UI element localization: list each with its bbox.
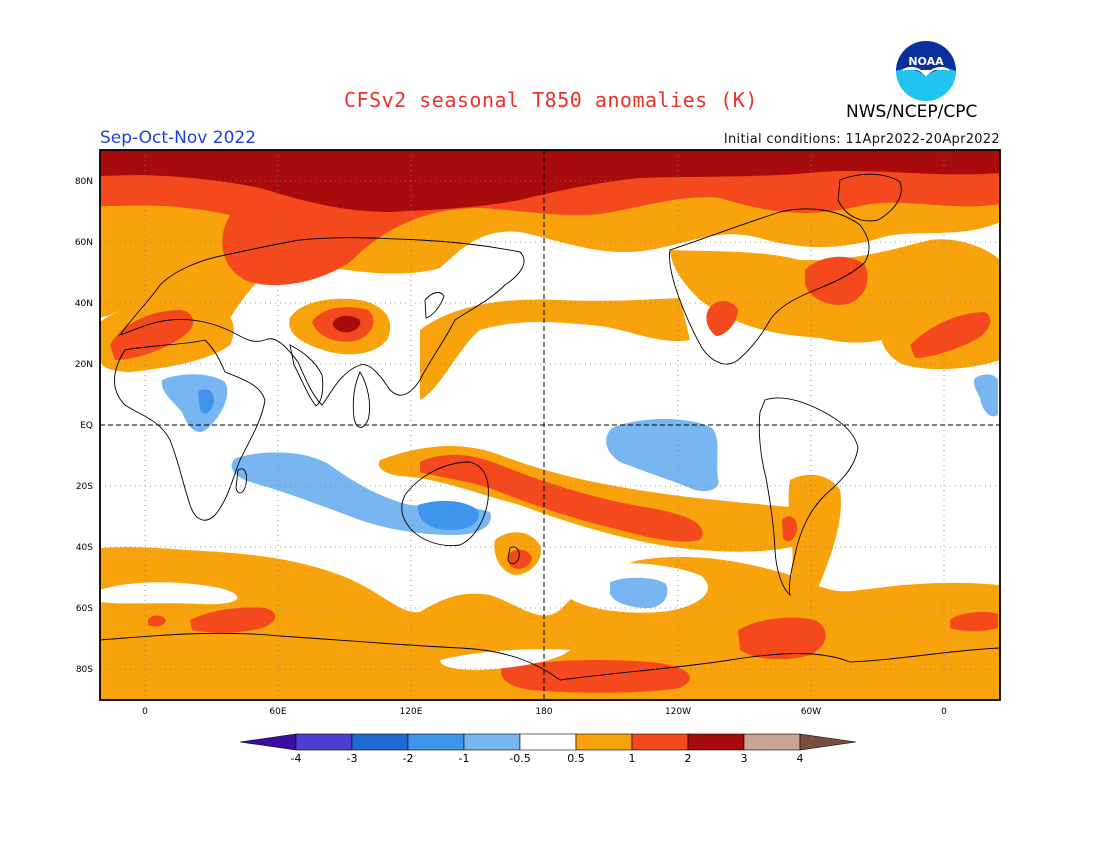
lat-label: 80S [76,665,93,675]
japan-outline [424,292,445,319]
greenland-outline [837,173,902,222]
logo-text: NOAA [908,55,944,68]
organization-label: NWS/NCEP/CPC [846,102,978,122]
lat-label: 60N [75,238,93,248]
southeast-asia-outline [352,371,371,428]
warm-anomaly-southern-ocean-core-4 [950,612,998,631]
lon-label: 180 [535,707,552,717]
lat-label: 80N [75,177,93,187]
warm-anomaly-southern-ocean-core-5 [500,660,690,693]
warm-anomaly-southern-ocean-core-2 [148,615,166,627]
colorbar [239,733,857,751]
coastlines [100,173,1000,681]
warm-anomaly-southern-ocean-core-3 [738,617,826,660]
cool-anomaly-africa-core [198,389,215,414]
colorbar-tick-label: -0.5 [509,752,530,765]
colorbar-segment [407,733,465,751]
lat-labels: 80N 60N 40N 20N EQ 20S 40S 60S 80S [75,177,93,675]
warm-anomaly-atlantic-ne [910,312,991,358]
australia-outline [401,461,489,547]
warm-anomaly-north-pacific [420,298,690,400]
north-america-outline [669,208,870,365]
colorbar-tick-label: 1 [629,752,636,765]
colorbar-tick-label: 0.5 [567,752,585,765]
warm-anomaly-southern-ocean [100,547,1000,700]
warm-anomaly-europe-sw [110,310,194,360]
noaa-logo: NOAA [895,40,957,102]
colorbar-segment [463,733,521,751]
colorbar-segment [351,733,409,751]
neutral-gap-south-atlantic [100,582,238,605]
colorbar-tick-label: -2 [403,752,414,765]
warm-anomaly-south-america [788,474,841,599]
initial-conditions-label: Initial conditions: 11Apr2022-20Apr2022 [723,132,1000,147]
lat-label: 40N [75,299,93,309]
warm-anomaly-south-america-core [782,516,798,542]
cool-anomaly-australia-core [417,500,479,530]
cool-anomaly-atlantic-east [973,374,998,417]
lon-label: 60E [269,707,286,717]
warm-anomaly-tibet-peak [332,315,361,333]
colorbar-segment [295,733,353,751]
lat-label: 20N [75,360,93,370]
colorbar-segment [687,733,745,751]
colorbar-tick-label: 2 [685,752,692,765]
cool-anomaly-south-pacific [610,577,668,608]
lon-label: 60W [801,707,821,717]
map-frame [99,149,1001,701]
map-title: CFSv2 seasonal T850 anomalies (K) [344,88,758,112]
lon-label: 120E [400,707,423,717]
lat-label: 60S [76,604,93,614]
warm-anomaly-southern-ocean-core-1 [190,607,276,633]
colorbar-segment [743,733,801,751]
colorbar-segment [519,733,577,751]
equator-dateline [100,150,1000,700]
colorbar-tick-label: -1 [459,752,470,765]
colorbar-labels: -4 -3 -2 -1 -0.5 0.5 1 2 3 4 [291,752,804,765]
colorbar-tick-label: -4 [291,752,302,765]
antarctica-outline [100,632,1000,681]
colorbar-segment [631,733,689,751]
lon-labels: 0 60E 120E 180 120W 60W 0 [142,707,947,717]
south-america-outline [758,397,859,597]
warm-anomaly-north-america-south [706,301,738,336]
europe-asia-outline [118,237,525,406]
colorbar-tick-label: -3 [347,752,358,765]
colorbar-arrow-high [799,733,857,751]
cool-anomaly-east-pacific [606,419,719,492]
warm-anomaly-new-zealand-core [508,549,532,569]
lat-label: 20S [76,482,93,492]
india-outline [289,344,324,407]
colorbar-segment [575,733,633,751]
lon-label: 0 [941,707,947,717]
madagascar-outline [235,468,247,494]
lon-label: 120W [665,707,691,717]
colorbar-tick-label: 3 [741,752,748,765]
cool-anomaly-africa [161,374,228,433]
season-label: Sep-Oct-Nov 2022 [100,128,257,148]
lat-label: 40S [76,543,93,553]
new-zealand-outline [507,546,520,565]
colorbar-tick-label: 4 [797,752,804,765]
lon-label: 0 [142,707,148,717]
lat-label: EQ [80,421,93,431]
warm-anomaly-south-pacific-core [420,454,703,542]
neutral-gap-antarctic [440,649,570,670]
colorbar-arrow-low [239,733,297,751]
